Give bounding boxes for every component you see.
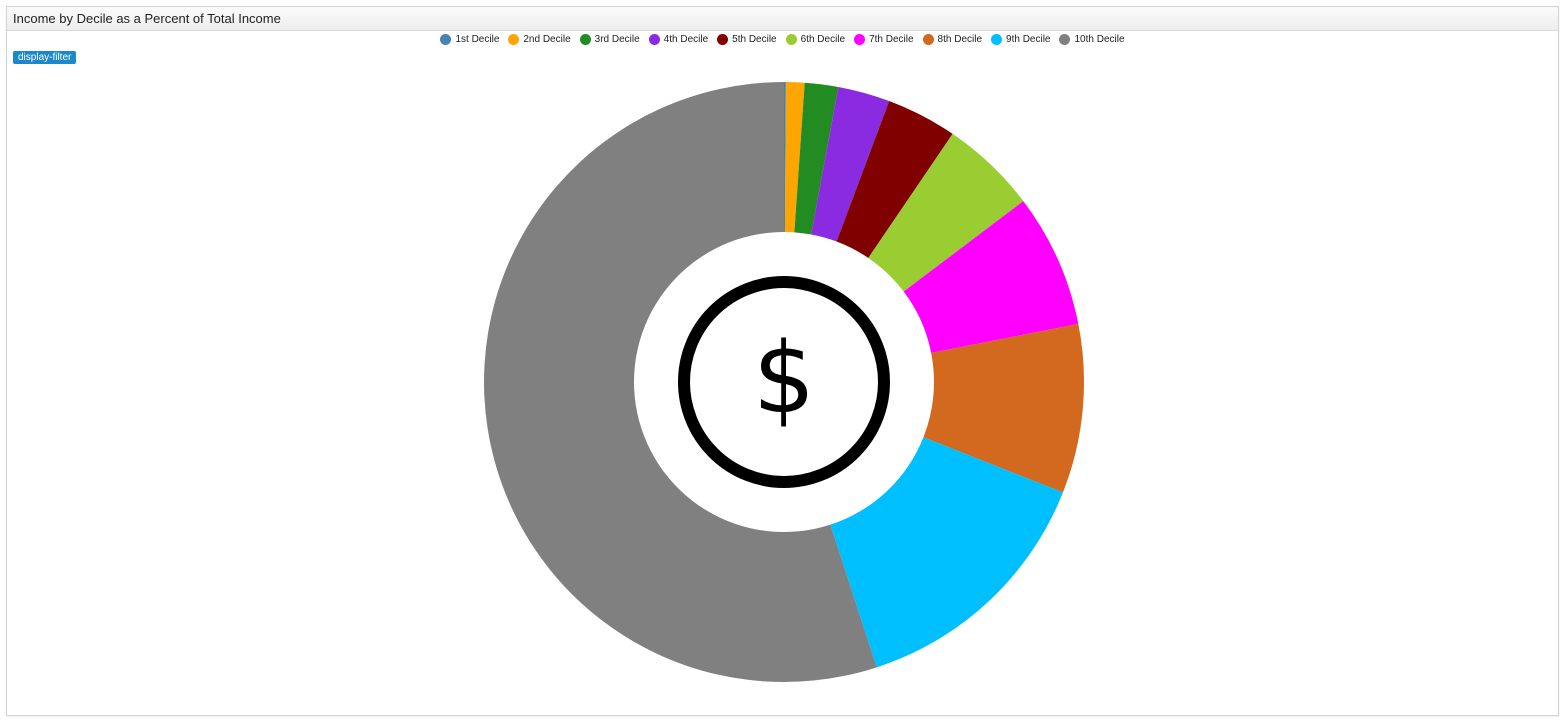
legend-swatch [648,33,660,45]
legend-swatch [922,33,934,45]
legend-item[interactable]: 3rd Decile [579,33,640,45]
dollar-icon: $ [678,276,890,488]
display-filter-button[interactable]: display-filter [13,51,77,64]
legend-swatch [440,33,452,45]
legend-label: 5th Decile [732,33,777,45]
legend-label: 10th Decile [1074,33,1125,45]
slice-7[interactable] [903,201,1079,353]
panel-header: Income by Decile as a Percent of Total I… [7,7,1558,31]
panel-title: Income by Decile as a Percent of Total I… [13,11,281,26]
legend-item[interactable]: 8th Decile [922,33,983,45]
legend-item[interactable]: 9th Decile [991,33,1051,45]
slice-5[interactable] [836,101,953,258]
legend-item[interactable]: 5th Decile [717,33,777,45]
legend-swatch [991,33,1003,45]
legend-label: 9th Decile [1006,33,1051,45]
legend-label: 2nd Decile [523,33,571,45]
donut-slices [483,82,1085,682]
slice-3[interactable] [794,82,839,235]
legend-label: 8th Decile [937,33,983,45]
slice-6[interactable] [868,133,1024,292]
legend-label: 6th Decile [800,33,846,45]
legend-swatch [717,33,729,45]
legend-item[interactable]: 1st Decile [440,33,500,45]
slice-8[interactable] [923,323,1085,493]
legend-swatch [579,33,591,45]
legend-swatch [785,33,797,45]
legend-item[interactable]: 2nd Decile [508,33,571,45]
legend-label: 1st Decile [455,33,500,45]
legend-swatch [854,33,866,45]
legend-item[interactable]: 4th Decile [648,33,709,45]
legend-label: 4th Decile [663,33,709,45]
legend-swatch [1059,33,1071,45]
legend-item[interactable]: 10th Decile [1059,33,1125,45]
legend-item[interactable]: 7th Decile [854,33,914,45]
slice-1[interactable] [784,82,786,233]
slice-9[interactable] [830,437,1063,668]
slice-2[interactable] [784,82,805,233]
legend-swatch [508,33,520,45]
chart-legend: 1st Decile 2nd Decile 3rd Decile 4th Decile… [7,32,1558,46]
slice-10[interactable] [483,82,877,682]
svg-text:$: $ [753,322,815,436]
legend-label: 3rd Decile [594,33,640,45]
legend-item[interactable]: 6th Decile [785,33,846,45]
slice-4[interactable] [811,86,890,242]
legend-label: 7th Decile [869,33,914,45]
